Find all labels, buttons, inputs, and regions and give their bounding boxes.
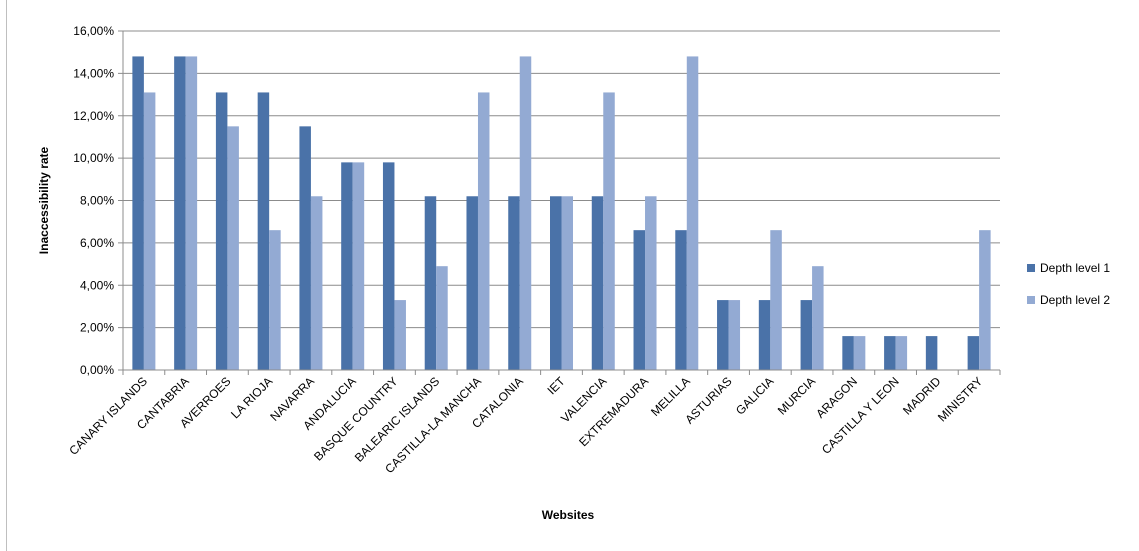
bar-1	[132, 56, 144, 371]
y-tick-label: 10,00%	[73, 151, 114, 165]
x-tick-label: CANARY ISLANDS	[66, 374, 150, 458]
bar-2	[561, 196, 573, 370]
y-tick-label: 12,00%	[73, 109, 114, 123]
y-tick-label: 2,00%	[80, 321, 114, 335]
x-tick-label: CASTILLA Y LEON	[819, 374, 902, 457]
bar-2	[436, 266, 448, 370]
bar-1	[257, 92, 270, 370]
bar-1	[299, 126, 311, 370]
bar-2	[477, 92, 490, 370]
bar-2	[143, 92, 156, 370]
bar-1	[424, 196, 437, 370]
bar-1	[341, 162, 353, 370]
legend-swatch	[1027, 296, 1035, 304]
bar-1	[675, 230, 687, 370]
bar-2	[645, 196, 657, 370]
bar-1	[884, 336, 896, 370]
bar-2	[185, 56, 198, 371]
axes-group	[122, 31, 1001, 375]
bar-2	[227, 126, 239, 370]
bar-2	[394, 300, 406, 370]
bar-1	[550, 196, 562, 370]
bar-1	[717, 300, 729, 370]
bar-2	[603, 92, 615, 370]
bar-1	[174, 56, 186, 371]
x-tick-label: GALICIA	[733, 374, 776, 417]
bar-1	[382, 162, 395, 370]
bar-1	[967, 336, 980, 370]
bar-1	[633, 230, 646, 370]
x-tick-label: MURCIA	[775, 374, 818, 417]
bar-2	[979, 230, 991, 370]
bar-2	[770, 230, 782, 370]
bar-1	[842, 336, 854, 370]
bars-group	[132, 56, 991, 371]
legend-swatch	[1027, 264, 1035, 272]
y-tick-label: 6,00%	[80, 236, 114, 250]
x-axis-title: Websites	[542, 508, 595, 522]
bar-2	[686, 56, 699, 371]
legend-label: Depth level 1	[1040, 261, 1110, 275]
y-tick-label: 0,00%	[80, 363, 114, 377]
bar-2	[310, 196, 323, 370]
y-tick-label: 8,00%	[80, 194, 114, 208]
legend-label: Depth level 2	[1040, 293, 1110, 307]
y-tick-label: 16,00%	[73, 24, 114, 38]
bar-1	[758, 300, 771, 370]
bar-2	[519, 56, 532, 371]
bar-2	[812, 266, 824, 370]
x-tick-label: IET	[545, 374, 569, 398]
bar-1	[215, 92, 228, 370]
bar-1	[591, 196, 604, 370]
bar-1	[508, 196, 520, 370]
bar-1	[925, 336, 938, 370]
bar-1	[466, 196, 478, 370]
bar-1	[800, 300, 813, 370]
y-axis-title: Inaccessibility rate	[37, 146, 51, 254]
bar-2	[895, 336, 908, 370]
bar-2	[269, 230, 281, 370]
legend: Depth level 1 Depth level 2	[1027, 261, 1110, 307]
y-tick-label: 14,00%	[73, 66, 114, 80]
y-tick-labels: 0,00% 2,00% 4,00% 6,00% 8,00% 10,00% 12,00% 14,…	[73, 24, 114, 377]
left-border-line	[6, 0, 7, 551]
x-tick-label: MINISTRY	[935, 374, 985, 424]
y-tick-label: 4,00%	[80, 278, 114, 292]
bar-2	[352, 162, 365, 370]
bar-2	[853, 336, 866, 370]
bar-2	[728, 300, 741, 370]
